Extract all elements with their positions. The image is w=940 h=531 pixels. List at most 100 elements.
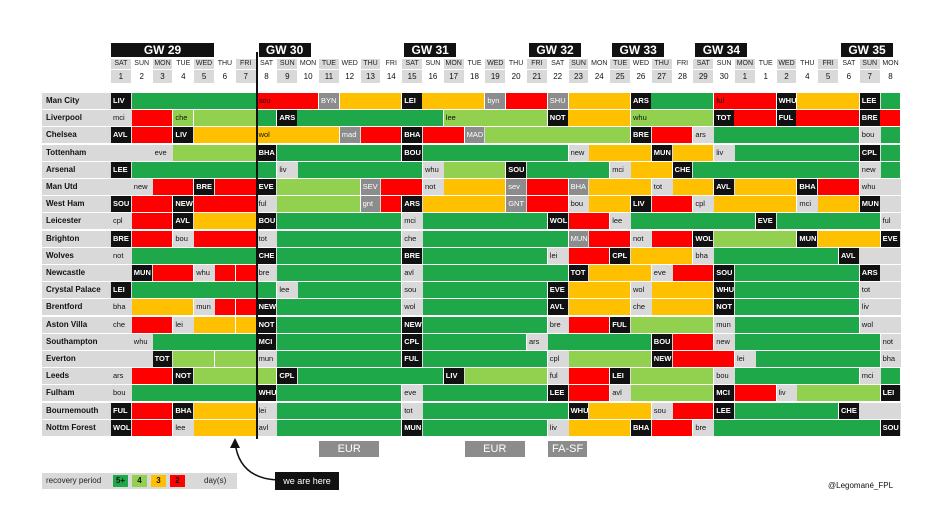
fixture-cell: ful [882, 216, 891, 226]
recovery-bar [173, 144, 257, 161]
fixture-cell: AVL [173, 213, 194, 230]
credit: @Legomané_FPL [828, 481, 894, 490]
fixture-cell: LEI [610, 368, 630, 385]
recovery-bar [672, 144, 715, 161]
weekday-label: TUE [176, 60, 191, 67]
recovery-bar [277, 110, 444, 127]
fixture-cell: LIV [443, 368, 464, 385]
recovery-bar [298, 368, 444, 385]
legend-swatch: 5+ [113, 475, 128, 487]
date-label: 19 [485, 70, 506, 83]
team-name: Fulham [46, 388, 75, 398]
team-name: Liverpool [46, 113, 83, 123]
fixture-cell: BRE [631, 127, 651, 144]
recovery-bar [735, 179, 798, 195]
team-name: West Ham [46, 199, 85, 209]
recovery-bar [714, 419, 881, 436]
recovery-bar [173, 351, 215, 367]
recovery-bar [277, 213, 403, 230]
fixture-cell: NOT [547, 110, 568, 127]
fixture-cell: CPL [277, 368, 298, 385]
fixture-cell: bha [113, 302, 126, 312]
recovery-bar [194, 127, 257, 144]
recovery-bar [152, 179, 195, 195]
recovery-bar [651, 419, 694, 436]
fixture-cell: BOU [256, 213, 277, 230]
date-label: 29 [693, 70, 714, 83]
weekday-label: THU [508, 60, 524, 67]
recovery-bar [735, 265, 860, 281]
fixture-cell: liv [861, 302, 869, 312]
date-label: 27 [651, 70, 672, 83]
fixture-cell: lei [549, 250, 558, 260]
fixture-cell: LEI [402, 93, 422, 109]
fixture-cell: wol [633, 285, 645, 295]
weekday-label: MON [591, 60, 608, 67]
fixture-cell: lee [279, 285, 290, 295]
recovery-bar [256, 368, 278, 385]
recovery-bar [277, 230, 403, 247]
recovery-bar [215, 179, 257, 195]
fixture-cell: mci [404, 216, 416, 226]
fixture-cell: avl [612, 388, 622, 398]
fixture-cell: bha [882, 354, 896, 363]
weekday-label: SAT [842, 60, 856, 67]
fixture-cell: bha [695, 250, 708, 260]
date-label: 6 [846, 72, 852, 81]
recovery-bar [298, 161, 423, 178]
recovery-bar [797, 385, 881, 402]
fixture-cell: SHU [547, 93, 568, 109]
recovery-bar [797, 93, 860, 109]
fixture-cell: BHA [256, 144, 277, 161]
fixture-cell: SEV [360, 179, 381, 195]
recovery-bar [194, 316, 236, 333]
fixture-cell: CPL [859, 144, 880, 161]
fixture-cell: ful [549, 371, 558, 381]
recovery-bar [131, 127, 174, 144]
fixture-cell: ars [695, 130, 706, 140]
recovery-bar [256, 127, 340, 144]
gameweek-label: GW 31 [404, 43, 457, 57]
recovery-bar [776, 110, 860, 127]
fixture-cell: BHA [631, 419, 651, 436]
fixture-cell: BHA [173, 402, 194, 419]
recovery-bar [568, 368, 611, 385]
fixture-cell: not [113, 250, 124, 260]
date-label: 10 [303, 72, 313, 81]
fixture-cell: bre [258, 268, 270, 277]
fixture-cell: liv [279, 164, 287, 174]
fixture-cell: mun [716, 319, 731, 329]
recovery-bar [651, 230, 694, 247]
recovery-bar [527, 161, 611, 178]
recovery-bar [423, 282, 548, 299]
recovery-bar [423, 299, 548, 316]
recovery-bar [880, 127, 902, 144]
recovery-bar [818, 230, 881, 247]
team-name: Brighton [46, 233, 80, 243]
fixture-cell: eve [154, 147, 167, 157]
weekday-label: WED [485, 59, 506, 69]
recovery-bar [194, 196, 257, 213]
legend-swatch: 2 [170, 475, 185, 487]
weekday-label: SUN [134, 60, 150, 67]
fixture-cell: LEE [714, 402, 734, 419]
legend-swatch: 4 [132, 475, 147, 487]
fixture-cell: ARS [859, 265, 880, 281]
fixture-cell: LIV [173, 127, 194, 144]
weekday-label: WED [632, 60, 650, 67]
recovery-bar [277, 419, 403, 436]
date-label: 7 [235, 70, 256, 83]
recovery-bar [568, 299, 631, 316]
fixture-cell: ars [529, 336, 540, 346]
fixture-cell: LIV [631, 196, 651, 213]
recovery-bar [381, 179, 423, 195]
fixture-cell: mci [113, 113, 125, 123]
fixture-cell: tot [861, 285, 871, 295]
date-label: 15 [402, 70, 422, 83]
fixture-cell: wol [258, 130, 270, 140]
recovery-bar [672, 333, 715, 350]
recovery-bar [631, 385, 715, 402]
callout-arrow [230, 438, 278, 481]
recovery-bar [131, 402, 174, 419]
recovery-bar [776, 213, 881, 230]
